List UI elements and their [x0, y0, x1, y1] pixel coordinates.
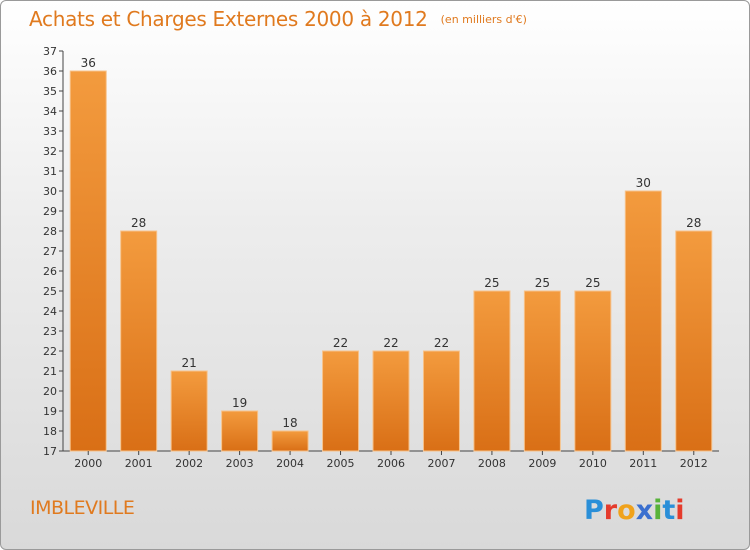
bar	[422, 350, 460, 452]
chart-unit: (en milliers d'€)	[440, 13, 527, 26]
x-tick-label: 2002	[175, 457, 203, 470]
y-tick-label: 33	[43, 125, 57, 138]
y-tick-label: 18	[43, 425, 57, 438]
data-label: 25	[535, 276, 550, 290]
bar	[322, 350, 360, 452]
y-tick-label: 34	[43, 105, 57, 118]
data-label: 21	[182, 356, 197, 370]
bar	[221, 410, 259, 452]
x-tick-label: 2003	[226, 457, 254, 470]
chart-title: Achats et Charges Externes 2000 à 2012	[29, 7, 428, 31]
y-tick-label: 25	[43, 285, 57, 298]
data-label: 25	[484, 276, 499, 290]
bar	[574, 290, 612, 452]
x-tick-label: 2007	[427, 457, 455, 470]
y-tick-label: 26	[43, 265, 57, 278]
x-tick-label: 2008	[478, 457, 506, 470]
y-tick-label: 24	[43, 305, 57, 318]
x-tick-label: 2004	[276, 457, 304, 470]
y-tick-label: 23	[43, 325, 57, 338]
y-tick-label: 22	[43, 345, 57, 358]
data-label: 18	[282, 416, 297, 430]
x-tick-label: 2006	[377, 457, 405, 470]
y-tick-label: 31	[43, 165, 57, 178]
bar	[473, 290, 511, 452]
bar	[372, 350, 410, 452]
y-tick-label: 19	[43, 405, 57, 418]
data-label: 28	[131, 216, 146, 230]
svg-text:Proxiti: Proxiti	[584, 495, 685, 526]
data-label: 22	[383, 336, 398, 350]
data-label: 25	[585, 276, 600, 290]
proxiti-logo: Proxiti	[584, 495, 685, 526]
y-tick-label: 30	[43, 185, 57, 198]
data-label: 22	[434, 336, 449, 350]
data-label: 28	[686, 216, 701, 230]
chart-header: Achats et Charges Externes 2000 à 2012 (…	[29, 7, 527, 31]
bar	[675, 230, 713, 452]
x-tick-label: 2011	[629, 457, 657, 470]
x-tick-label: 2010	[579, 457, 607, 470]
y-tick-label: 20	[43, 385, 57, 398]
bar	[523, 290, 561, 452]
data-label: 30	[636, 176, 651, 190]
y-tick-label: 32	[43, 145, 57, 158]
y-tick-label: 17	[43, 445, 57, 458]
x-tick-label: 2009	[528, 457, 556, 470]
y-tick-label: 35	[43, 85, 57, 98]
y-tick-label: 29	[43, 205, 57, 218]
data-label: 22	[333, 336, 348, 350]
bar	[69, 70, 107, 452]
y-tick-label: 21	[43, 365, 57, 378]
x-tick-label: 2012	[680, 457, 708, 470]
bar	[624, 190, 662, 452]
x-tick-label: 2000	[74, 457, 102, 470]
bar	[170, 370, 208, 452]
y-tick-label: 36	[43, 65, 57, 78]
x-tick-label: 2001	[125, 457, 153, 470]
y-tick-label: 37	[43, 45, 57, 58]
x-tick-label: 2005	[327, 457, 355, 470]
y-tick-label: 27	[43, 245, 57, 258]
bar	[271, 430, 309, 452]
y-tick-label: 28	[43, 225, 57, 238]
data-label: 36	[81, 56, 96, 70]
bar	[120, 230, 158, 452]
place-name: IMBLEVILLE	[30, 497, 135, 519]
data-label: 19	[232, 396, 247, 410]
